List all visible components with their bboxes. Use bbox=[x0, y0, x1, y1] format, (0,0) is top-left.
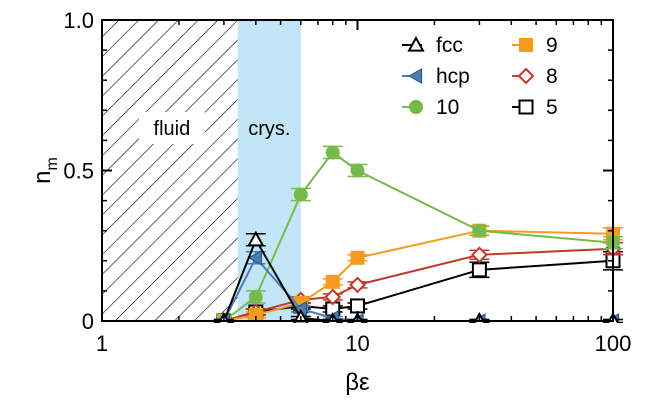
legend-marker-5 bbox=[520, 101, 533, 114]
x-axis-label: βε bbox=[345, 369, 370, 396]
y-tick-label: 0 bbox=[82, 309, 94, 334]
legend-item-10: 10 bbox=[402, 96, 459, 119]
y-axis-label: nm bbox=[29, 157, 61, 184]
legend-marker-8 bbox=[519, 69, 533, 83]
legend: fcc hcp 10 9 8 5 bbox=[402, 34, 558, 119]
legend-label-10: 10 bbox=[436, 96, 459, 119]
region-label-crys: crys. bbox=[248, 118, 290, 140]
legend-item-5: 5 bbox=[512, 96, 558, 119]
y-tick-label: 0.5 bbox=[63, 159, 94, 184]
legend-label-9: 9 bbox=[546, 34, 558, 57]
y-tick-label: 1.0 bbox=[63, 8, 94, 33]
point-10-3 bbox=[326, 146, 339, 159]
legend-label-hcp: hcp bbox=[436, 65, 470, 88]
legend-marker-9 bbox=[520, 39, 533, 52]
x-tick-label: 100 bbox=[595, 331, 632, 356]
legend-item-fcc: fcc bbox=[402, 34, 463, 57]
legend-label-8: 8 bbox=[546, 65, 558, 88]
legend-label-5: 5 bbox=[546, 96, 558, 119]
point-10-1 bbox=[249, 290, 262, 303]
point-10-5 bbox=[473, 224, 486, 237]
y-axis-label-main: n bbox=[29, 170, 56, 183]
y-axis-label-sub: m bbox=[44, 157, 61, 170]
point-9-4 bbox=[351, 251, 364, 264]
legend-item-9: 9 bbox=[512, 34, 558, 57]
point-5-5 bbox=[473, 263, 486, 276]
x-tick-label: 1 bbox=[96, 331, 108, 356]
legend-item-hcp: hcp bbox=[402, 65, 470, 88]
legend-item-8: 8 bbox=[512, 65, 558, 88]
x-tick-label: 10 bbox=[345, 331, 369, 356]
region-label-fluid: fluid bbox=[154, 118, 191, 140]
point-5-4 bbox=[351, 299, 364, 312]
region-fluid-hatch bbox=[102, 20, 238, 321]
point-10-4 bbox=[351, 164, 364, 177]
point-8-4 bbox=[351, 278, 365, 292]
point-10-2 bbox=[294, 188, 307, 201]
legend-label-fcc: fcc bbox=[436, 34, 463, 57]
legend-marker-10 bbox=[410, 101, 423, 114]
legend-marker-hcp bbox=[409, 69, 422, 83]
point-9-3 bbox=[326, 275, 339, 288]
